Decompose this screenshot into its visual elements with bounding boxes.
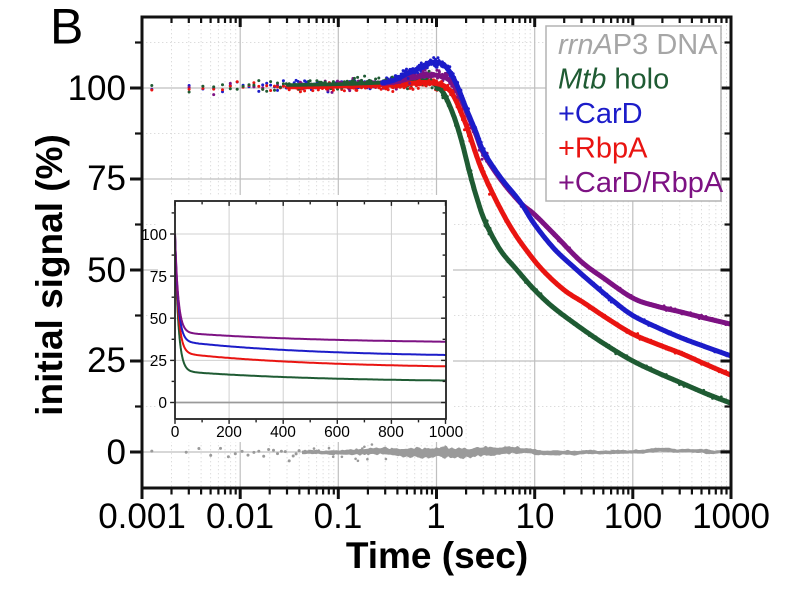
svg-text:rrnAP3 DNA: rrnAP3 DNA <box>558 29 718 61</box>
svg-text:1: 1 <box>426 497 445 536</box>
svg-text:200: 200 <box>216 424 242 441</box>
svg-text:B: B <box>50 0 83 55</box>
svg-text:100: 100 <box>141 227 167 244</box>
svg-text:0: 0 <box>158 395 167 412</box>
svg-text:75: 75 <box>150 269 167 286</box>
svg-text:+CarD/RbpA: +CarD/RbpA <box>558 167 724 199</box>
svg-text:25: 25 <box>150 353 167 370</box>
svg-text:initial signal (%): initial signal (%) <box>29 134 70 416</box>
svg-text:0.1: 0.1 <box>314 497 363 536</box>
svg-text:25: 25 <box>87 341 126 380</box>
svg-text:600: 600 <box>324 424 350 441</box>
svg-text:1000: 1000 <box>692 497 770 536</box>
svg-text:0: 0 <box>171 424 180 441</box>
svg-text:0: 0 <box>107 433 126 472</box>
svg-text:50: 50 <box>150 311 168 328</box>
svg-text:100: 100 <box>68 69 126 108</box>
svg-text:Mtb holo: Mtb holo <box>558 64 669 96</box>
svg-text:50: 50 <box>87 251 126 290</box>
svg-text:100: 100 <box>604 497 662 536</box>
svg-text:1000: 1000 <box>429 424 464 441</box>
svg-text:Time (sec): Time (sec) <box>346 535 528 576</box>
svg-text:10: 10 <box>516 497 555 536</box>
svg-text:+CarD: +CarD <box>558 98 643 130</box>
svg-text:+RbpA: +RbpA <box>558 133 648 165</box>
svg-text:75: 75 <box>87 159 126 198</box>
svg-text:400: 400 <box>270 424 296 441</box>
svg-text:0.001: 0.001 <box>98 497 186 536</box>
svg-text:800: 800 <box>378 424 404 441</box>
svg-text:0.01: 0.01 <box>206 497 274 536</box>
